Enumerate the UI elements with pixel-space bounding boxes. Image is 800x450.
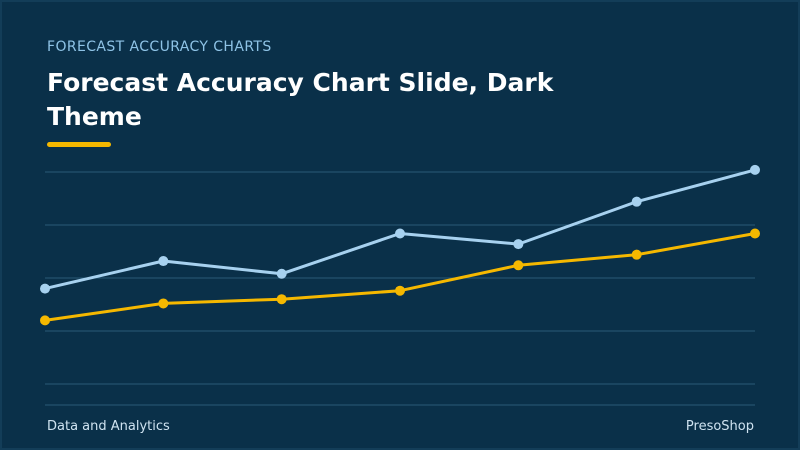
series-0-point-2	[276, 268, 287, 279]
eyebrow-label: FORECAST ACCURACY CHARTS	[47, 39, 272, 55]
series-0-point-6	[750, 164, 760, 175]
series-1-point-5	[631, 249, 642, 260]
footer-category: Data and Analytics	[47, 419, 170, 434]
series-line-1	[43, 232, 757, 322]
series-0-point-5	[631, 196, 642, 207]
series-0-point-0	[40, 283, 50, 294]
series-points	[40, 164, 760, 326]
series-lines	[43, 168, 757, 322]
series-0-point-4	[513, 239, 524, 250]
slide-title: Forecast Accuracy Chart Slide, Dark Them…	[47, 68, 554, 131]
series-0-point-1	[158, 256, 169, 267]
series-0-point-3	[395, 228, 405, 239]
series-1-point-1	[158, 298, 169, 309]
series-1-point-2	[276, 294, 287, 305]
series-1-point-4	[513, 260, 524, 271]
title-accent-bar	[47, 142, 111, 147]
grid-lines	[45, 171, 755, 406]
footer-brand: PresoShop	[685, 419, 754, 434]
series-1-point-0	[40, 315, 50, 326]
series-1-point-3	[395, 285, 405, 296]
series-1-point-6	[750, 228, 760, 239]
